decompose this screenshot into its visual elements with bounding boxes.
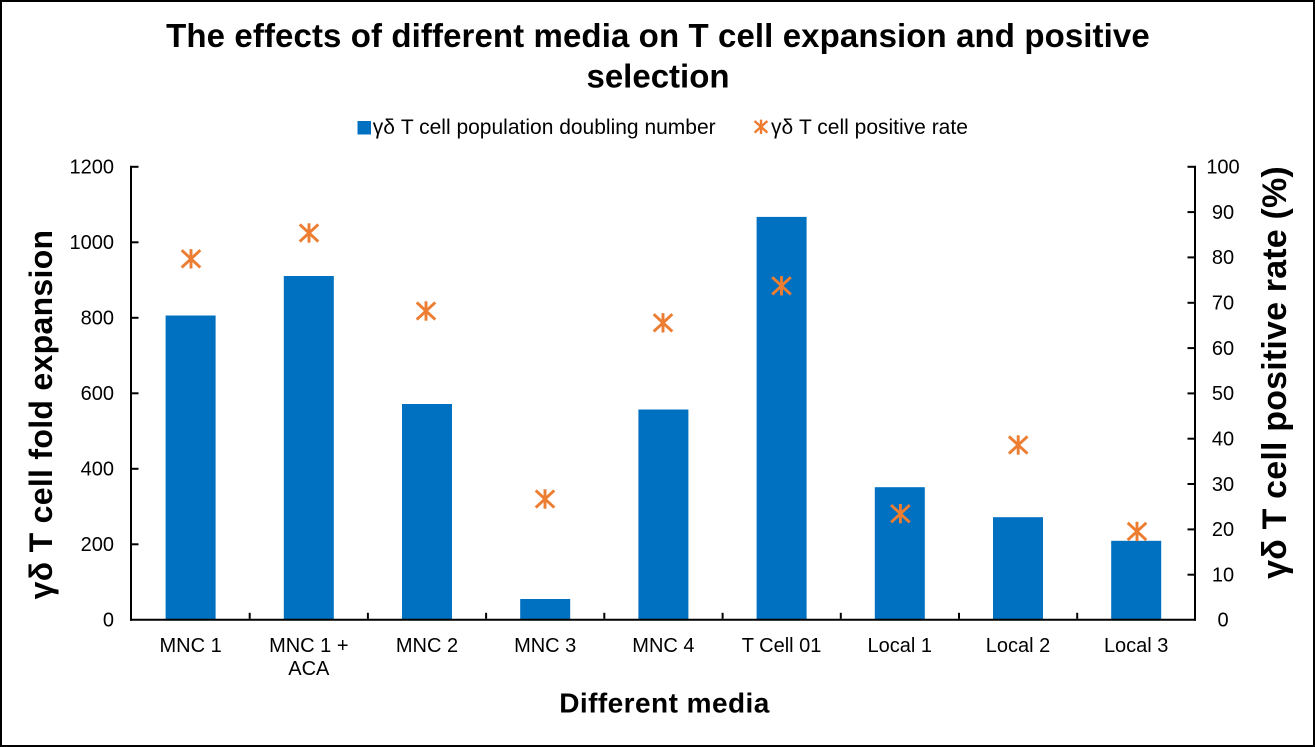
svg-text:MNC 1: MNC 1	[159, 635, 221, 657]
svg-text:10: 10	[1212, 564, 1234, 586]
svg-text:100: 100	[1206, 157, 1239, 179]
svg-text:Different media: Different media	[559, 688, 770, 719]
svg-text:The effects of different media: The effects of different media on T cell…	[166, 17, 1150, 54]
svg-text:γδ T cell positive rate (%): γδ T cell positive rate (%)	[1256, 166, 1294, 579]
svg-text:50: 50	[1212, 383, 1234, 405]
svg-text:30: 30	[1212, 474, 1234, 496]
svg-text:MNC 1 +: MNC 1 +	[269, 635, 348, 657]
svg-text:200: 200	[81, 534, 114, 556]
svg-text:70: 70	[1212, 293, 1234, 315]
svg-text:40: 40	[1212, 428, 1234, 450]
svg-text:60: 60	[1212, 338, 1234, 360]
svg-text:Local 1: Local 1	[868, 635, 933, 657]
svg-text:600: 600	[81, 383, 114, 405]
svg-text:0: 0	[1217, 610, 1228, 632]
svg-text:1000: 1000	[70, 232, 115, 254]
svg-text:Local 2: Local 2	[986, 635, 1051, 657]
svg-text:800: 800	[81, 308, 114, 330]
svg-text:ACA: ACA	[288, 658, 330, 680]
svg-text:MNC 4: MNC 4	[632, 635, 694, 657]
svg-text:MNC 2: MNC 2	[396, 635, 458, 657]
svg-text:1200: 1200	[70, 157, 115, 179]
svg-text:MNC 3: MNC 3	[514, 635, 576, 657]
svg-text:80: 80	[1212, 247, 1234, 269]
svg-text:T Cell 01: T Cell 01	[742, 635, 822, 657]
svg-text:γδ T cell fold expansion: γδ T cell fold expansion	[23, 230, 59, 600]
svg-text:90: 90	[1212, 202, 1234, 224]
svg-text:20: 20	[1212, 519, 1234, 541]
svg-text:γδ T cell population doubling: γδ T cell population doubling number	[373, 116, 716, 139]
svg-text:γδ T cell positive rate: γδ T cell positive rate	[771, 116, 968, 139]
svg-text:Local 3: Local 3	[1104, 635, 1169, 657]
svg-text:400: 400	[81, 459, 114, 481]
svg-text:0: 0	[103, 610, 114, 632]
svg-text:selection: selection	[586, 57, 729, 94]
